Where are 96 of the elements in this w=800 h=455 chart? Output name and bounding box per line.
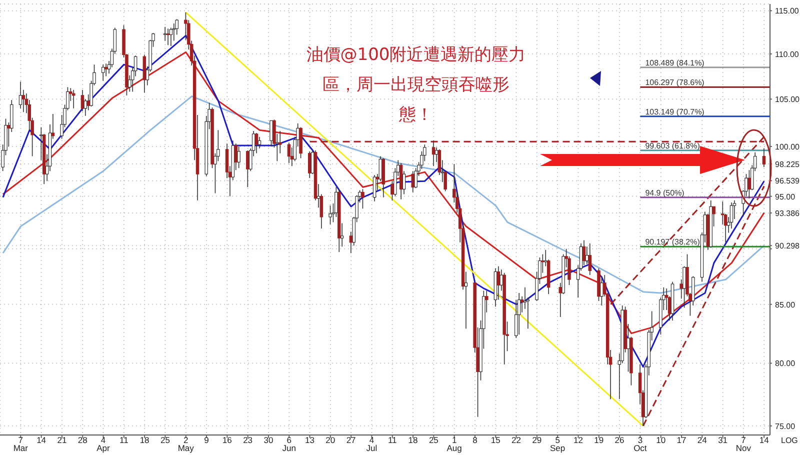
- x-tick-label: 4 Apr: [96, 435, 110, 453]
- x-tick-label: 24: [697, 435, 708, 445]
- x-tick-label: 22: [512, 435, 522, 445]
- x-tick-label: 19: [594, 435, 604, 445]
- candlestick: [762, 148, 766, 168]
- x-tick-label: 13: [305, 435, 315, 445]
- x-tick-label: 28: [78, 435, 88, 445]
- x-tick-label: 7 Mar: [13, 435, 28, 453]
- candlestick: [166, 28, 170, 46]
- candlestick: [517, 292, 521, 335]
- annotation: 油價@100附近遭遇新的壓力區，周一出現空頭吞噬形態！: [306, 44, 526, 127]
- annotation: 108.489 (84.1%): [645, 58, 705, 68]
- y-tick-label: 95.00: [775, 192, 796, 202]
- candlestick: [237, 146, 240, 168]
- text: LOG: [781, 436, 798, 445]
- candlestick: [748, 170, 751, 199]
- x-tick-label: 14: [759, 435, 770, 445]
- candlestick: [101, 64, 105, 82]
- candlestick: [730, 202, 734, 229]
- annotation: 90.197 (38.2%): [645, 238, 700, 247]
- x-tick-label: 11: [388, 435, 398, 445]
- y-tick-label: 75.00: [775, 422, 796, 431]
- candlestick: [682, 266, 686, 308]
- candlestick: [500, 269, 504, 292]
- x-tick-label: 26: [614, 435, 625, 445]
- candlestick: [246, 150, 250, 188]
- x-tick-label: 11: [119, 435, 129, 445]
- y-tick-label: 110.00: [775, 50, 800, 59]
- x-tick-label: 3 Oct: [634, 435, 648, 453]
- x-tick-label: 16: [222, 435, 232, 445]
- x-tick-label: 12: [574, 435, 584, 445]
- candlestick: [600, 276, 604, 306]
- x-tick-label: 1 Aug: [446, 435, 462, 453]
- annotation: 94.9 (50%): [645, 188, 685, 198]
- x-tick-label: 8: [472, 435, 478, 445]
- y-tick-label: 80.00: [775, 359, 796, 368]
- candlestick: [310, 150, 314, 174]
- x-tick-label: 18: [140, 435, 150, 445]
- candlestick: [588, 243, 592, 276]
- candlestick: [434, 147, 438, 163]
- x-tick-label: 18: [408, 435, 418, 445]
- candlestick: [72, 89, 76, 109]
- candlestick: [104, 63, 108, 77]
- candlestick: [464, 271, 468, 330]
- x-tick-label: 29: [532, 435, 542, 445]
- candlestick: [276, 134, 279, 162]
- x-tick-label: 4 Jul: [366, 435, 378, 453]
- candlestick: [270, 120, 273, 147]
- candlestick: [169, 27, 173, 46]
- candlestick: [372, 174, 376, 202]
- x-tick-label: 6 Jun: [282, 435, 296, 453]
- annotation: 99.603 (61.8%): [645, 141, 700, 150]
- y-tick-label: 90.298: [775, 242, 800, 251]
- candlestick: [361, 188, 364, 210]
- x-tick-label: 27: [346, 435, 356, 445]
- y-tick-label: 98.225: [775, 160, 800, 169]
- x-tick-label: 9: [204, 435, 210, 445]
- y-tick-label: 100.00: [775, 142, 800, 152]
- candlestick: [402, 170, 406, 195]
- x-tick-label: 2 May: [178, 435, 195, 453]
- x-tick-label: 31: [718, 435, 728, 445]
- line-series: [2, 96, 765, 294]
- candlestick: [316, 184, 320, 208]
- x-tick-label: 5 Sep: [550, 435, 566, 453]
- candlestick: [80, 89, 84, 112]
- candlestick: [340, 222, 344, 248]
- candlestick: [163, 26, 167, 42]
- candlestick: [308, 150, 312, 178]
- y-tick-label: 85.00: [775, 300, 796, 310]
- candlestick: [258, 136, 262, 149]
- candlestick: [254, 132, 258, 154]
- candlestick: [287, 142, 291, 164]
- x-tick-label: 17: [676, 435, 686, 445]
- candlestick: [582, 240, 586, 266]
- y-tick-label: 96.539: [775, 176, 800, 186]
- annotation: 103.149 (70.7%): [645, 107, 705, 116]
- candlestick: [411, 170, 415, 193]
- y-tick-label: 105.00: [775, 95, 800, 104]
- x-tick-label: 7 Nov: [736, 435, 752, 453]
- annotation: 106.297 (78.6%): [645, 78, 705, 88]
- x-tick-label: 25: [428, 435, 439, 445]
- x-tick-label: 20: [326, 435, 336, 445]
- x-tick-label: 25: [160, 435, 170, 445]
- y-tick-label: 115.00: [775, 6, 800, 16]
- candlestick: [328, 205, 332, 225]
- x-tick-label: 30: [264, 435, 274, 445]
- x-tick-label: 14: [36, 435, 46, 445]
- x-tick-label: 21: [57, 435, 67, 445]
- x-tick-label: 15: [490, 435, 501, 445]
- candlestick: [40, 126, 43, 161]
- y-tick-label: 93.386: [775, 208, 800, 218]
- candlestick: [626, 324, 630, 372]
- x-tick-label: 23: [243, 435, 253, 445]
- candlestick: [18, 81, 22, 109]
- candlestick: [22, 89, 26, 113]
- x-tick-label: 10: [656, 435, 666, 445]
